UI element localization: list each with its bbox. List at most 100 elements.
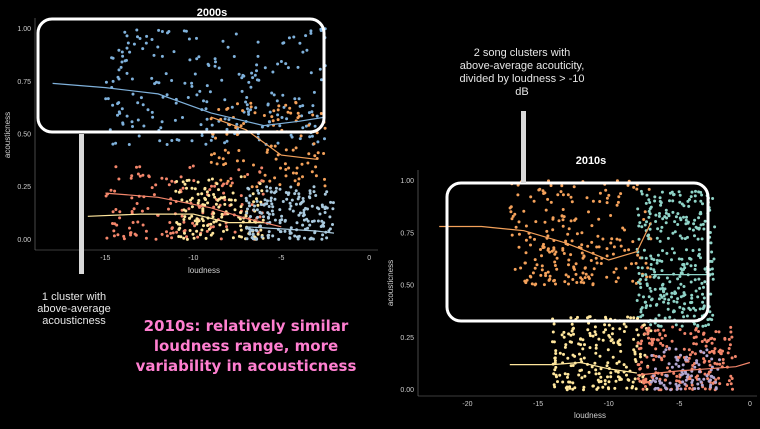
- data-point: [165, 93, 169, 97]
- data-point: [662, 383, 666, 387]
- data-point: [671, 210, 675, 214]
- data-point: [619, 377, 623, 381]
- data-point: [582, 254, 586, 258]
- data-point: [152, 53, 156, 57]
- data-point: [655, 258, 659, 262]
- data-point: [558, 351, 562, 355]
- data-point: [654, 347, 658, 351]
- data-point: [150, 186, 154, 190]
- data-point: [266, 215, 270, 219]
- data-point: [273, 218, 277, 222]
- data-point: [236, 102, 239, 106]
- data-point: [240, 76, 244, 80]
- data-point: [708, 259, 712, 263]
- data-point: [568, 380, 572, 384]
- data-point: [553, 260, 557, 264]
- y-axis-label-2000s: acousticness: [3, 112, 12, 158]
- data-point: [645, 387, 649, 391]
- annotation-right-line-4: dB: [515, 86, 528, 98]
- data-point: [699, 190, 703, 194]
- data-point: [615, 203, 619, 207]
- data-point: [609, 214, 613, 217]
- data-point: [685, 262, 689, 266]
- data-point: [610, 338, 614, 342]
- data-point: [135, 28, 139, 32]
- data-point: [571, 387, 575, 391]
- data-point: [665, 345, 669, 348]
- data-point: [690, 300, 694, 304]
- data-point: [617, 342, 621, 346]
- data-point: [563, 280, 567, 284]
- data-point: [658, 259, 662, 263]
- data-point: [121, 122, 125, 126]
- data-point: [130, 77, 134, 81]
- data-point: [309, 31, 313, 35]
- data-point: [278, 208, 282, 212]
- data-point: [144, 229, 148, 233]
- data-point: [554, 282, 557, 286]
- data-point: [697, 330, 700, 333]
- data-point: [672, 371, 676, 375]
- scatter-points-2010s: [508, 179, 737, 392]
- data-point: [614, 280, 618, 284]
- data-point: [215, 162, 219, 166]
- data-point: [703, 359, 707, 363]
- data-point: [675, 379, 679, 383]
- data-point: [691, 228, 695, 232]
- data-point: [667, 346, 671, 350]
- data-point: [195, 222, 199, 226]
- data-point: [230, 181, 234, 185]
- data-point: [154, 237, 158, 241]
- data-point: [136, 118, 140, 122]
- data-point: [683, 266, 687, 270]
- data-point: [259, 200, 263, 204]
- data-point: [616, 340, 620, 344]
- data-point: [255, 63, 259, 67]
- data-point: [190, 186, 194, 190]
- data-point: [701, 202, 704, 206]
- data-point: [181, 186, 185, 190]
- data-point: [195, 93, 199, 97]
- data-point: [598, 191, 602, 195]
- x-ticks-2010s: -20 -15 -10 -5 0: [462, 401, 752, 408]
- data-point: [160, 176, 164, 180]
- data-point: [276, 141, 280, 145]
- data-point: [508, 206, 512, 210]
- data-point: [190, 84, 194, 88]
- data-point: [665, 292, 669, 296]
- data-point: [188, 58, 192, 62]
- data-point: [171, 231, 175, 235]
- x-ticks-2000s: -15 -10 -5 0: [100, 255, 371, 262]
- data-point: [201, 209, 205, 213]
- data-point: [271, 234, 275, 238]
- data-point: [197, 55, 201, 59]
- data-point: [156, 45, 160, 49]
- data-point: [183, 215, 187, 219]
- data-point: [597, 245, 601, 249]
- data-point: [719, 351, 723, 355]
- data-point: [685, 215, 688, 219]
- data-point: [567, 263, 570, 267]
- data-point: [284, 103, 288, 107]
- data-point: [670, 291, 674, 295]
- data-point: [710, 349, 714, 353]
- data-point: [609, 371, 613, 375]
- data-point: [223, 202, 227, 206]
- data-point: [717, 330, 721, 334]
- data-point: [597, 380, 601, 384]
- data-point: [283, 162, 287, 166]
- data-point: [590, 365, 594, 369]
- data-point: [613, 386, 617, 390]
- data-point: [699, 210, 703, 214]
- data-point: [688, 227, 692, 231]
- data-point: [671, 231, 675, 235]
- data-point: [242, 159, 245, 163]
- data-point: [691, 378, 695, 382]
- data-point: [729, 382, 733, 386]
- data-point: [665, 251, 669, 255]
- data-point: [278, 221, 282, 225]
- data-point: [316, 219, 320, 223]
- data-point: [268, 179, 272, 183]
- data-point: [693, 278, 697, 282]
- data-point: [246, 173, 250, 176]
